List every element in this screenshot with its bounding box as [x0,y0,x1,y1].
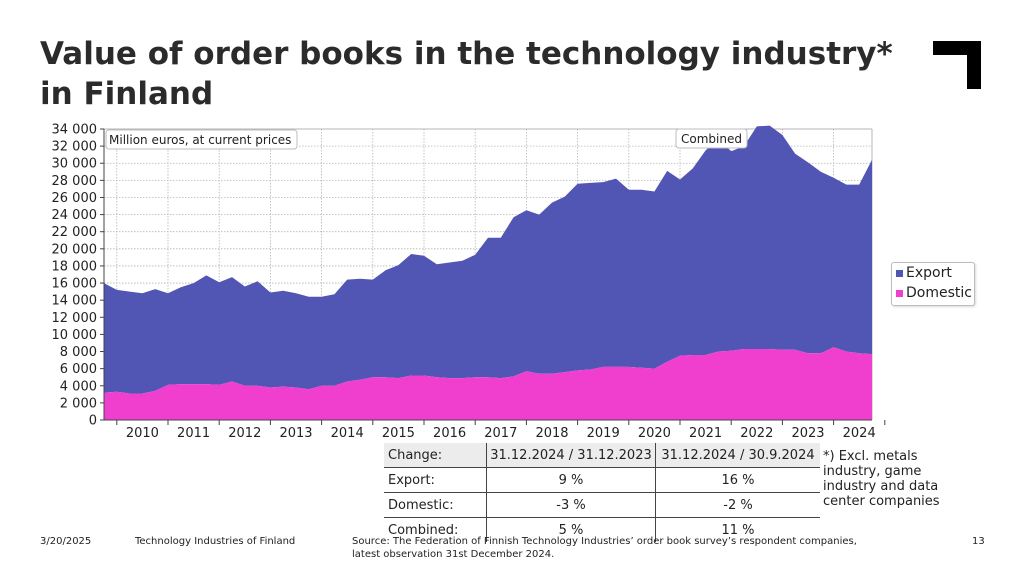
footer-source-line-1: Source: The Federation of Finnish Techno… [352,536,857,547]
change-table-header: Change: 31.12.2024 / 31.12.2023 31.12.20… [384,443,820,468]
y-tick-label: 8 000 [60,345,97,360]
x-tick-label: 2014 [331,426,364,441]
table-cell: Export: [384,467,487,493]
y-tick-label: 10 000 [52,328,98,343]
x-tick-label: 2020 [638,426,671,441]
x-tick-label: 2016 [433,426,466,441]
y-tick-label: 0 [89,414,97,429]
legend-item-export: Export [892,263,974,283]
table-cell: 11 % [655,517,820,542]
y-tick-label: 34 000 [52,123,98,138]
x-tick-label: 2022 [740,426,773,441]
page-title: Value of order books in the technology i… [40,36,893,112]
table-cell: 5 % [486,517,656,542]
x-tick-label: 2019 [587,426,620,441]
combined-annotation: Combined [681,132,742,146]
table-cell: -3 % [486,492,656,518]
change-table: Change: 31.12.2024 / 31.12.2023 31.12.20… [384,443,820,542]
y-tick-label: 6 000 [60,362,97,377]
table-cell: 9 % [486,467,656,493]
x-tick-label: 2011 [177,426,210,441]
table-header-cell: 31.12.2024 / 30.9.2024 [655,443,820,468]
legend-item-domestic: Domestic [892,283,974,303]
x-tick-label: 2017 [484,426,517,441]
unit-label: Million euros, at current prices [109,133,291,147]
legend-swatch-export [896,269,903,277]
x-tick-label: 2015 [382,426,415,441]
y-tick-label: 16 000 [52,277,98,292]
table-cell: 16 % [655,467,820,493]
y-tick-label: 30 000 [52,157,98,172]
table-cell: -2 % [655,492,820,518]
y-tick-label: 26 000 [52,191,98,206]
y-tick-label: 18 000 [52,259,98,274]
x-tick-label: 2018 [535,426,568,441]
table-row: Export: 9 % 16 % [384,467,820,493]
table-header-cell: Change: [384,443,487,468]
y-tick-label: 20 000 [52,242,98,257]
y-tick-label: 4 000 [60,379,97,394]
footer-date: 3/20/2025 [40,536,92,547]
legend-swatch-domestic [896,289,903,297]
table-row: Combined: 5 % 11 % [384,517,820,542]
footer-org: Technology Industries of Finland [135,536,296,547]
series-export-area [104,125,872,394]
chart-legend: Export Domestic [891,262,975,306]
combined-annotation-box [675,128,748,149]
y-tick-label: 28 000 [52,174,98,189]
table-cell: Combined: [388,522,459,538]
y-tick-label: 32 000 [52,140,98,155]
legend-label-export: Export [906,265,952,281]
x-tick-label: 2012 [228,426,261,441]
table-cell: Domestic: [384,492,487,518]
x-tick-label: 2010 [126,426,159,441]
series-domestic-area [104,347,872,420]
x-tick-label: 2021 [689,426,722,441]
y-tick-label: 14 000 [52,294,98,309]
table-header-cell: 31.12.2024 / 31.12.2023 [486,443,656,468]
y-tick-label: 24 000 [52,208,98,223]
x-tick-label: 2013 [279,426,312,441]
footnote: *) Excl. metals industry, game industry … [823,449,940,509]
unit-label-box [105,129,298,150]
footer-source-line-2: latest observation 31st December 2024. [352,549,555,560]
x-tick-label: 2024 [843,426,876,441]
logo-corner-icon [933,41,981,89]
page-number: 13 [972,536,985,547]
y-tick-label: 2 000 [60,396,97,411]
x-tick-label: 2023 [791,426,824,441]
legend-label-domestic: Domestic [906,285,972,301]
y-tick-label: 22 000 [52,225,98,240]
table-row: Domestic: -3 % -2 % [384,492,820,518]
y-tick-label: 12 000 [52,311,98,326]
